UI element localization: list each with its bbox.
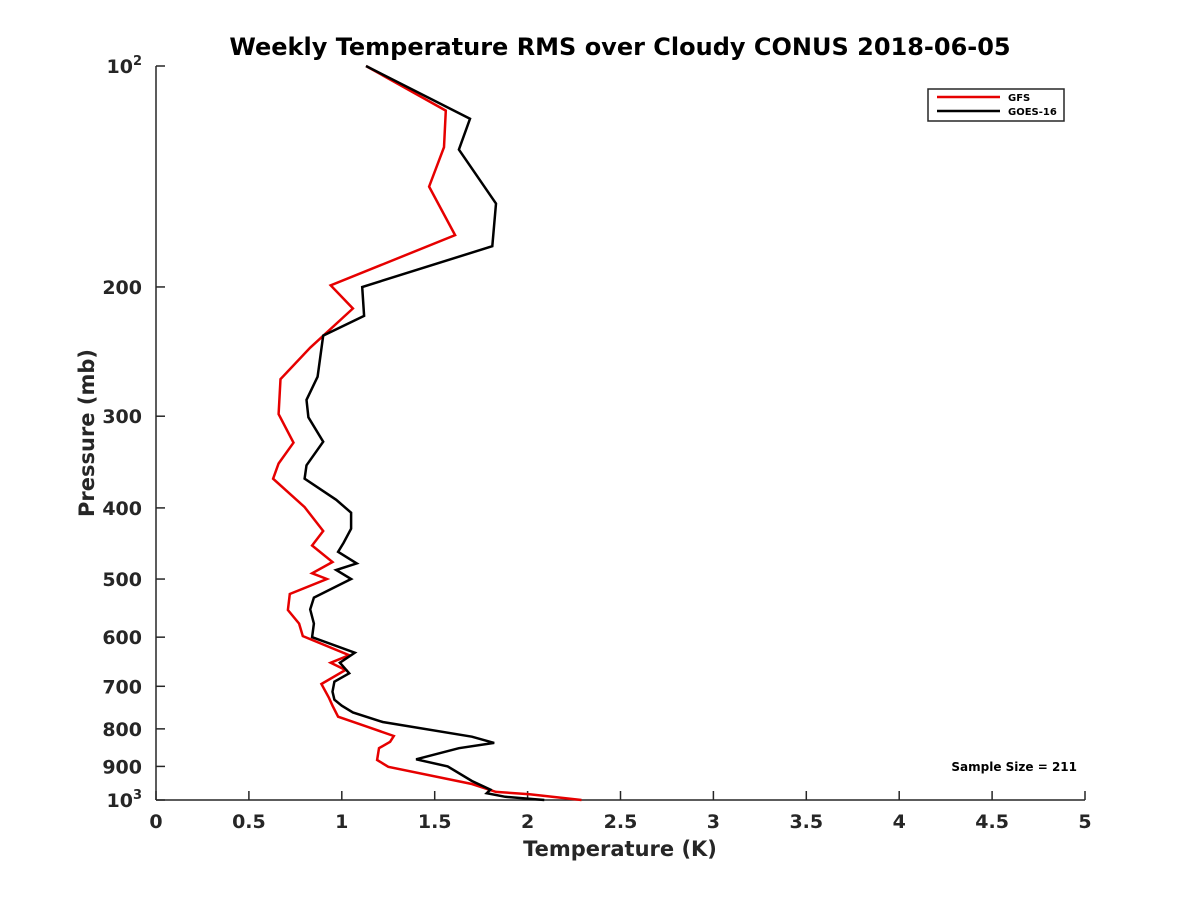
y-tick-label: 900	[102, 756, 142, 778]
series-line-gfs	[271, 64, 582, 802]
x-tick-label: 0.5	[232, 811, 266, 833]
series-layer	[271, 64, 582, 802]
y-tick-base: 10	[107, 790, 133, 812]
legend: GFS GOES-16	[927, 88, 1065, 122]
x-tick-label: 2	[521, 811, 534, 833]
y-tick-exponent: 3	[133, 788, 142, 803]
y-tick-label: 600	[102, 627, 142, 649]
sample-size-annotation: Sample Size = 211	[951, 760, 1077, 774]
y-tick-label: 103	[107, 788, 143, 812]
x-tick-label: 3.5	[789, 811, 823, 833]
y-tick-label: 102	[107, 54, 143, 78]
series-line-goes16	[303, 64, 545, 802]
x-tick-label: 4.5	[975, 811, 1009, 833]
x-tick-label: 2.5	[604, 811, 638, 833]
y-tick-exponent: 2	[133, 54, 142, 69]
chart-title: Weekly Temperature RMS over Cloudy CONUS…	[229, 33, 1010, 61]
x-tick-label: 0	[149, 811, 162, 833]
x-tick-label: 3	[707, 811, 720, 833]
x-tick-label: 4	[893, 811, 906, 833]
y-tick-base: 10	[107, 56, 133, 78]
legend-label-goes16: GOES-16	[1008, 107, 1057, 118]
y-tick-label: 500	[102, 569, 142, 591]
x-tick-label: 1.5	[418, 811, 452, 833]
y-tick-label: 300	[102, 406, 142, 428]
x-axis-label: Temperature (K)	[523, 837, 717, 861]
x-tick-label: 5	[1078, 811, 1091, 833]
x-tick-label: 1	[335, 811, 348, 833]
y-tick-label: 200	[102, 277, 142, 299]
plot-area: 0 0.5 1 1.5 2 2.5 3 3.5 4 4.5 5 102200300400500600…	[102, 54, 1091, 833]
x-ticks: 0 0.5 1 1.5 2 2.5 3 3.5 4 4.5 5	[149, 791, 1092, 833]
legend-label-gfs: GFS	[1008, 93, 1030, 104]
y-axis-label: Pressure (mb)	[75, 349, 99, 517]
y-tick-label: 700	[102, 676, 142, 698]
legend-box	[927, 88, 1065, 122]
y-tick-label: 800	[102, 719, 142, 741]
y-tick-label: 400	[102, 498, 142, 520]
